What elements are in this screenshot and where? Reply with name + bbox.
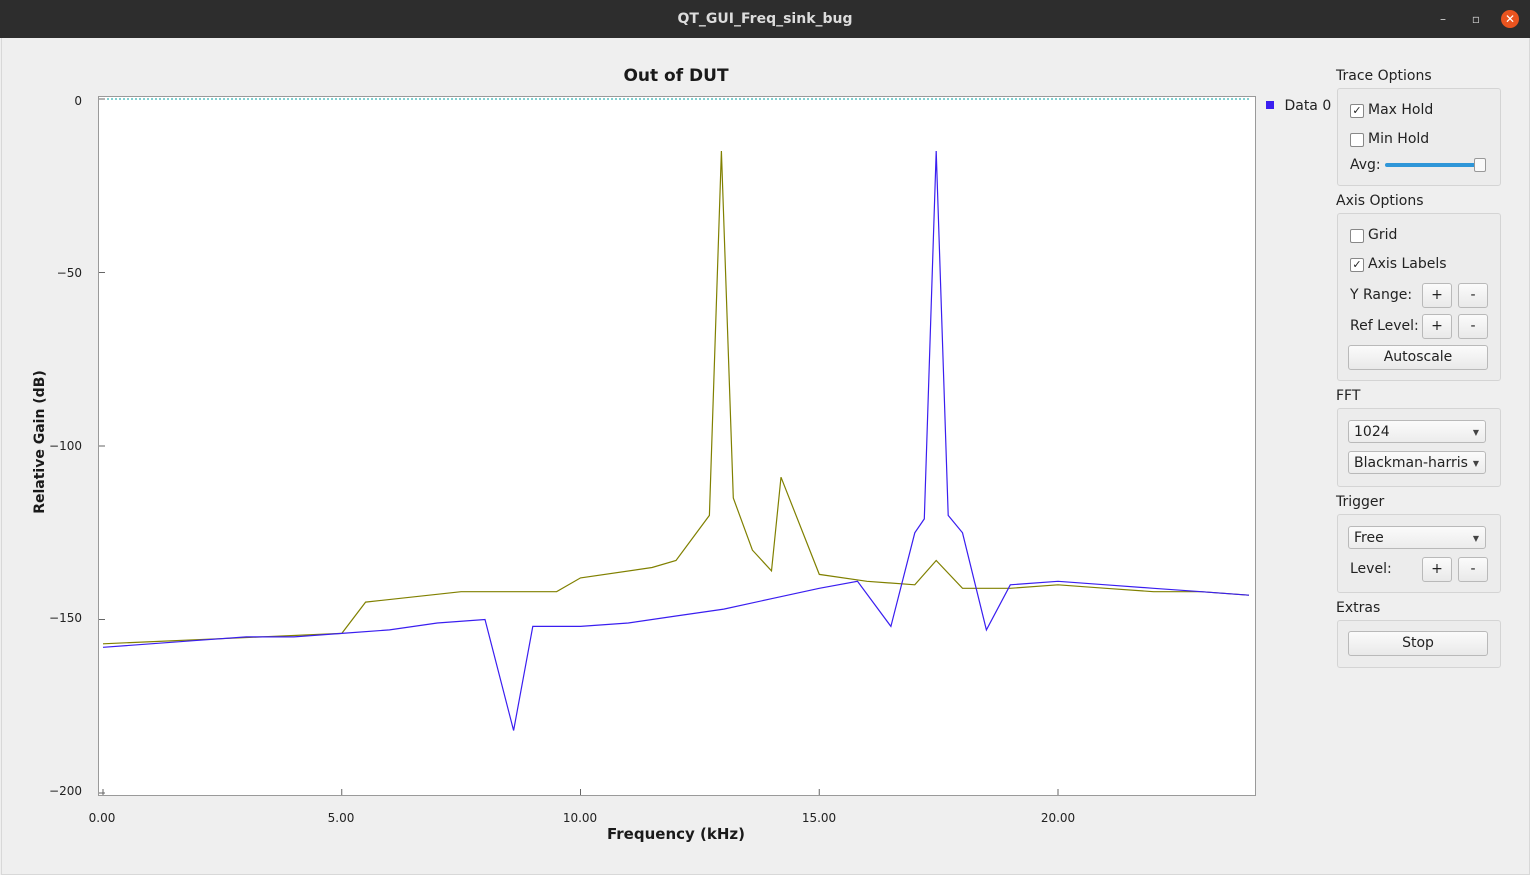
y-range-minus-button[interactable]: - <box>1458 283 1488 308</box>
fft-label: FFT <box>1336 388 1361 404</box>
y-tick-label: −150 <box>49 611 82 625</box>
y-tick-label: −100 <box>49 439 82 453</box>
axis-labels-checkbox[interactable]: ✓ <box>1350 258 1364 272</box>
autoscale-button[interactable]: Autoscale <box>1348 345 1488 370</box>
trigger-group: Free ▼ Level: + - <box>1337 514 1501 593</box>
y-range-plus-button[interactable]: + <box>1422 283 1452 308</box>
extras-label: Extras <box>1336 600 1381 616</box>
y-range-label: Y Range: <box>1350 287 1413 303</box>
fft-window-select[interactable]: Blackman-harris ▼ <box>1348 451 1486 474</box>
grid-label: Grid <box>1368 227 1398 243</box>
x-tick-label: 10.00 <box>562 811 598 825</box>
title-bar: QT_GUI_Freq_sink_bug – ▫ ✕ <box>0 0 1530 38</box>
trigger-mode-select[interactable]: Free ▼ <box>1348 526 1486 549</box>
max-hold-checkbox[interactable]: ✓ <box>1350 104 1364 118</box>
trace-max-hold <box>102 150 1250 645</box>
chevron-down-icon: ▼ <box>1472 459 1479 468</box>
trigger-level-minus-button[interactable]: - <box>1458 557 1488 582</box>
min-hold-label: Min Hold <box>1368 131 1430 147</box>
x-tick-label: 5.00 <box>327 811 355 825</box>
min-hold-checkbox[interactable] <box>1350 133 1364 147</box>
window-title: QT_GUI_Freq_sink_bug <box>677 11 853 27</box>
ref-level-plus-button[interactable]: + <box>1422 314 1452 339</box>
y-tick-label: −50 <box>56 266 82 280</box>
spectrum-plot <box>99 98 1250 795</box>
stop-button[interactable]: Stop <box>1348 631 1488 656</box>
trace-options-label: Trace Options <box>1336 68 1432 84</box>
trigger-label: Trigger <box>1336 494 1385 510</box>
trace-options-group: ✓ Max Hold Min Hold Avg: <box>1337 88 1501 186</box>
trigger-mode-value: Free <box>1354 530 1384 546</box>
ref-level-minus-button[interactable]: - <box>1458 314 1488 339</box>
fft-window-value: Blackman-harris <box>1354 455 1468 471</box>
close-button[interactable]: ✕ <box>1501 10 1519 28</box>
max-hold-label: Max Hold <box>1368 102 1434 118</box>
legend-item[interactable]: Data 0 <box>1266 98 1331 114</box>
y-tick-label: 0 <box>74 94 82 108</box>
plot-canvas[interactable] <box>98 96 1256 796</box>
axis-options-label: Axis Options <box>1336 193 1424 209</box>
extras-group: Stop <box>1337 620 1501 668</box>
trigger-level-label: Level: <box>1350 561 1392 577</box>
y-tick-label: −200 <box>49 784 82 798</box>
fft-size-value: 1024 <box>1354 424 1390 440</box>
x-tick-label: 15.00 <box>801 811 837 825</box>
avg-label: Avg: <box>1350 157 1381 173</box>
x-axis-label: Frequency (kHz) <box>607 825 745 843</box>
axis-options-group: Grid ✓ Axis Labels Y Range: + - Ref Leve… <box>1337 213 1501 381</box>
chevron-down-icon: ▼ <box>1472 428 1479 437</box>
minimize-button[interactable]: – <box>1440 12 1446 26</box>
avg-slider-handle[interactable] <box>1474 158 1486 172</box>
x-tick-label: 0.00 <box>88 811 116 825</box>
fft-size-select[interactable]: 1024 ▼ <box>1348 420 1486 443</box>
maximize-button[interactable]: ▫ <box>1471 12 1481 26</box>
x-tick-label: 20.00 <box>1040 811 1076 825</box>
axis-labels-label: Axis Labels <box>1368 256 1447 272</box>
plot-title: Out of DUT <box>623 66 729 86</box>
ref-level-label: Ref Level: <box>1350 318 1419 334</box>
chevron-down-icon: ▼ <box>1472 534 1479 543</box>
legend-swatch <box>1266 101 1274 109</box>
avg-slider-track[interactable] <box>1385 163 1485 167</box>
fft-group: 1024 ▼ Blackman-harris ▼ <box>1337 408 1501 487</box>
grid-checkbox[interactable] <box>1350 229 1364 243</box>
trigger-level-plus-button[interactable]: + <box>1422 557 1452 582</box>
trace-data-0 <box>102 150 1250 731</box>
legend-label: Data 0 <box>1284 98 1332 114</box>
